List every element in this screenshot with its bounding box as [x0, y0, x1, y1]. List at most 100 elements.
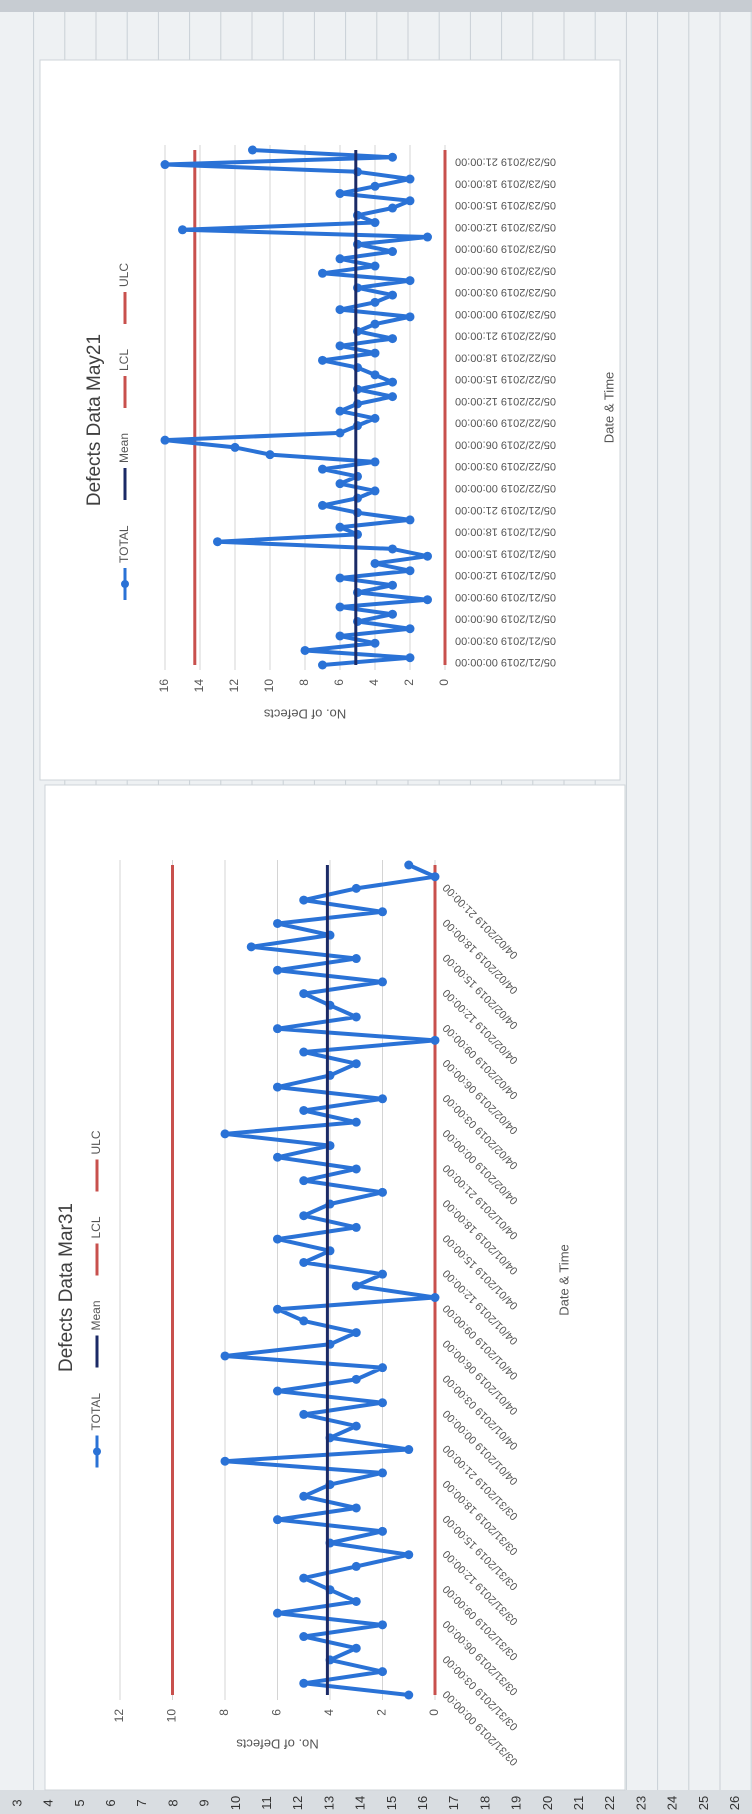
row-header: 21 [571, 1796, 586, 1810]
y-tick-label: 0 [427, 1709, 441, 1716]
y-tick-label: 14 [192, 679, 206, 693]
point [351, 1222, 361, 1232]
point [335, 406, 345, 416]
point [405, 196, 415, 206]
point [299, 1573, 309, 1583]
point [388, 290, 397, 300]
row-header: 5 [72, 1799, 87, 1806]
y-tick-label: 4 [367, 679, 381, 686]
point [299, 1491, 309, 1501]
point [405, 276, 415, 286]
row-header: 26 [727, 1796, 742, 1810]
point [351, 1059, 361, 1069]
y-tick-label: 12 [112, 1709, 126, 1723]
point [220, 1456, 230, 1466]
point [370, 558, 380, 568]
point [300, 645, 310, 655]
row-header: 15 [384, 1796, 399, 1810]
point [273, 1024, 282, 1034]
point [248, 145, 257, 155]
y-tick-label: 0 [437, 679, 451, 686]
chart-title: Defects Data Mar31 [56, 1203, 77, 1372]
point [230, 442, 240, 452]
legend-label: LCL [89, 1216, 103, 1238]
x-tick-label: 05/21/2019 00:00:00 [455, 656, 556, 668]
point [405, 653, 415, 663]
point [335, 254, 345, 264]
row-header: 9 [197, 1799, 212, 1806]
row-header: 17 [446, 1796, 461, 1810]
y-tick-label: 16 [157, 679, 171, 693]
row-header: 10 [228, 1796, 243, 1810]
point [388, 544, 397, 554]
y-tick-label: 12 [227, 679, 241, 693]
row-header: 23 [633, 1796, 648, 1810]
point [299, 989, 309, 999]
point [378, 1094, 387, 1104]
x-tick-label: 05/21/2019 03:00:00 [455, 634, 556, 646]
x-tick-label: 05/22/2019 18:00:00 [455, 351, 556, 363]
point [318, 660, 327, 670]
x-tick-label: 05/23/2019 03:00:00 [455, 286, 556, 298]
row-header: 19 [509, 1796, 524, 1810]
point [335, 631, 345, 641]
point [404, 860, 414, 870]
point [273, 1386, 282, 1396]
point [299, 1176, 309, 1186]
y-tick-label: 6 [270, 1709, 284, 1716]
x-tick-label: 05/22/2019 21:00:00 [455, 330, 556, 342]
x-tick-label: 05/23/2019 12:00:00 [455, 221, 556, 233]
point [213, 537, 222, 547]
chart: Defects Data Mar31 0 2 4 6 8 10 12 No. of Defect… [44, 784, 626, 1791]
legend-marker [93, 1447, 101, 1456]
point [378, 1398, 387, 1408]
point [388, 334, 397, 344]
x-tick-label: 05/21/2019 15:00:00 [455, 547, 556, 559]
point [405, 174, 415, 184]
chart: Defects Data May21 0 2 4 6 8 10 12 14 16 No. of De… [39, 59, 621, 781]
point [273, 1234, 282, 1244]
y-tick-label: 6 [332, 679, 346, 686]
x-tick-label: 05/21/2019 18:00:00 [455, 526, 556, 538]
point [388, 377, 397, 387]
point [246, 942, 256, 952]
point [299, 1105, 309, 1115]
point [273, 1515, 282, 1525]
point [273, 918, 282, 928]
x-axis-title: Date & Time [601, 372, 616, 444]
point [335, 522, 345, 532]
point [335, 479, 345, 489]
point [318, 500, 327, 510]
point [335, 305, 345, 315]
y-tick-label: 10 [165, 1709, 179, 1723]
point [430, 1035, 440, 1045]
point [405, 624, 415, 634]
point [273, 1608, 282, 1618]
y-axis-title: No. of Defects [263, 707, 346, 722]
point [405, 515, 415, 525]
point [430, 872, 440, 882]
point [378, 977, 387, 987]
x-tick-label: 05/21/2019 21:00:00 [455, 504, 556, 516]
row-header: 12 [290, 1796, 305, 1810]
series-line [163, 148, 430, 667]
row-header: 24 [665, 1796, 680, 1810]
chart-title: Defects Data May21 [84, 334, 105, 506]
point [388, 203, 397, 213]
x-tick-label: 05/23/2019 00:00:00 [455, 308, 556, 320]
point [160, 435, 170, 445]
point [351, 1374, 361, 1384]
x-tick-label: 05/23/2019 06:00:00 [455, 264, 556, 276]
point [378, 1620, 387, 1630]
point [423, 232, 432, 242]
chart-area [44, 784, 626, 1791]
point [299, 1632, 309, 1642]
point [378, 1526, 387, 1536]
x-tick-label: 05/22/2019 12:00:00 [455, 395, 556, 407]
point [351, 883, 361, 893]
chart-area [39, 59, 621, 781]
point [273, 965, 282, 975]
point [405, 312, 415, 322]
point [378, 1363, 387, 1373]
